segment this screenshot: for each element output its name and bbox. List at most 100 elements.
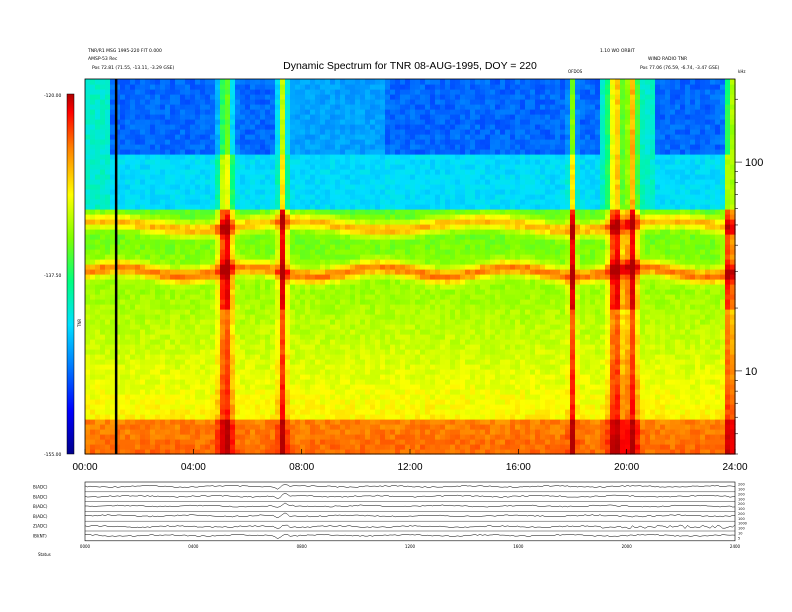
spectrogram-cell (205, 409, 211, 415)
spectrogram-cell (225, 179, 231, 185)
spectrogram-cell (270, 89, 276, 95)
spectrogram-cell (230, 249, 236, 255)
spectrogram-cell (160, 299, 166, 305)
spectrogram-cell (140, 259, 146, 265)
spectrogram-cell (210, 419, 216, 425)
spectrogram-cell (380, 329, 386, 335)
spectrogram-cell (265, 174, 271, 180)
spectrogram-cell (340, 124, 346, 130)
spectrogram-cell (150, 394, 156, 400)
spectrogram-cell (95, 239, 101, 245)
spectrogram-cell (345, 264, 351, 270)
spectrogram-cell (350, 439, 356, 445)
spectrogram-cell (90, 374, 96, 380)
spectrogram-cell (270, 79, 276, 85)
spectrogram-cell (210, 404, 216, 410)
spectrogram-cell (245, 294, 251, 300)
spectrogram-cell (280, 394, 286, 400)
spectrogram-cell (285, 264, 291, 270)
spectrogram-cell (95, 114, 101, 120)
spectrogram-cell (380, 359, 386, 365)
spectrogram-cell (415, 384, 421, 390)
spectrogram-cell (220, 94, 226, 100)
spectrogram-cell (255, 149, 261, 155)
spectrogram-cell (125, 324, 131, 330)
spectrogram-cell (345, 369, 351, 375)
spectrogram-cell (285, 249, 291, 255)
spectrogram-cell (225, 409, 231, 415)
spectrogram-cell (285, 134, 291, 140)
spectrogram-cell (200, 419, 206, 425)
spectrogram-cell (190, 449, 196, 455)
spectrogram-cell (250, 309, 256, 315)
spectrogram-cell (210, 274, 216, 280)
spectrogram-cell (330, 394, 336, 400)
spectrogram-cell (175, 429, 181, 435)
spectrogram-cell (375, 414, 381, 420)
spectrogram-cell (275, 224, 281, 230)
spectrogram-cell (380, 179, 386, 185)
spectrogram-cell (270, 329, 276, 335)
spectrogram-cell (290, 224, 296, 230)
spectrogram-cell (215, 389, 221, 395)
spectrogram-cell (295, 189, 301, 195)
spectrogram-cell (195, 179, 201, 185)
spectrogram-cell (120, 229, 126, 235)
spectrogram-cell (305, 159, 311, 165)
spectrogram-cell (185, 264, 191, 270)
spectrogram-cell (90, 394, 96, 400)
spectrogram-cell (150, 154, 156, 160)
spectrogram-cell (100, 254, 106, 260)
spectrogram-cell (100, 429, 106, 435)
spectrogram-cell (130, 414, 136, 420)
spectrogram-cell (110, 179, 116, 185)
spectrogram-cell (250, 214, 256, 220)
spectrogram-cell (265, 194, 271, 200)
spectrogram-cell (200, 349, 206, 355)
spectrogram-cell (375, 404, 381, 410)
spectrogram-cell (250, 314, 256, 320)
spectrogram-cell (220, 439, 226, 445)
spectrogram-cell (185, 139, 191, 145)
spectrogram-cell (370, 94, 376, 100)
spectrogram-cell (140, 129, 146, 135)
spectrogram-cell (365, 144, 371, 150)
spectrogram-cell (315, 214, 321, 220)
spectrogram-cell (165, 274, 171, 280)
spectrogram-cell (205, 399, 211, 405)
spectrogram-cell (290, 354, 296, 360)
spectrogram-cell (345, 219, 351, 225)
spectrogram-cell (90, 314, 96, 320)
spectrogram-cell (140, 79, 146, 85)
spectrogram-cell (220, 389, 226, 395)
spectrogram-cell (135, 254, 141, 260)
spectrogram-cell (125, 414, 131, 420)
spectrogram-cell (180, 264, 186, 270)
spectrogram-cell (215, 379, 221, 385)
spectrogram-cell (375, 184, 381, 190)
spectrogram-cell (140, 339, 146, 345)
spectrogram-cell (85, 369, 91, 375)
spectrogram-cell (260, 339, 266, 345)
spectrogram-cell (165, 364, 171, 370)
spectrogram-cell (105, 324, 111, 330)
spectrogram-cell (345, 299, 351, 305)
spectrogram-cell (280, 194, 286, 200)
spectrogram-cell (400, 144, 406, 150)
spectrogram-cell (110, 364, 116, 370)
spectrogram-cell (280, 224, 286, 230)
spectrogram-cell (220, 234, 226, 240)
spectrogram-cell (190, 379, 196, 385)
spectrogram-cell (190, 194, 196, 200)
spectrogram-cell (365, 289, 371, 295)
spectrogram-cell (385, 229, 391, 235)
spectrogram-cell (250, 414, 256, 420)
spectrogram-cell (305, 394, 311, 400)
spectrogram-cell (290, 209, 296, 215)
spectrogram-cell (385, 169, 391, 175)
spectrogram-cell (370, 254, 376, 260)
spectrogram-cell (85, 339, 91, 345)
spectrogram-cell (295, 364, 301, 370)
spectrogram-cell (410, 204, 416, 210)
spectrogram-cell (400, 139, 406, 145)
